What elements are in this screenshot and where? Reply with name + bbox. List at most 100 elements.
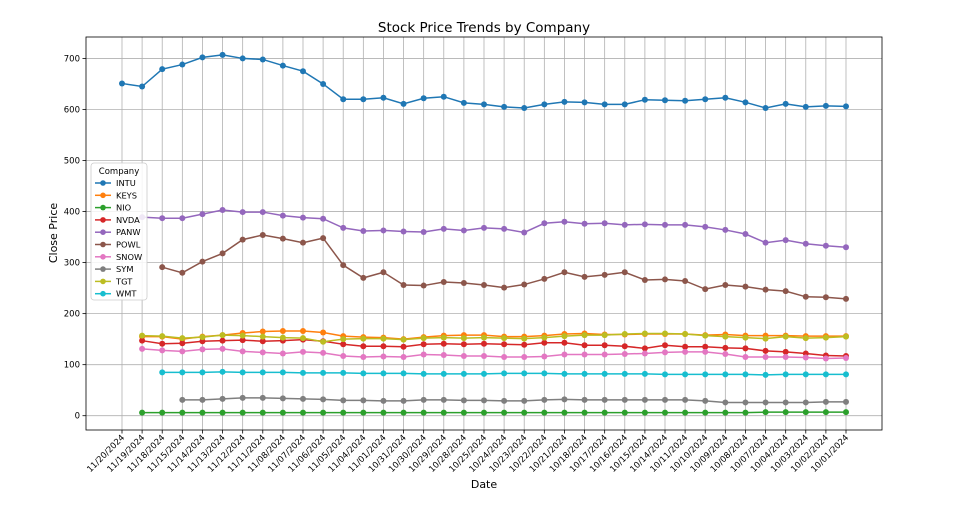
data-point bbox=[742, 345, 749, 352]
data-point bbox=[501, 284, 508, 291]
data-point bbox=[179, 340, 186, 347]
data-point bbox=[360, 335, 367, 342]
data-point bbox=[179, 61, 186, 68]
data-point bbox=[662, 371, 668, 378]
series-line bbox=[142, 411, 846, 414]
data-point bbox=[139, 337, 146, 344]
data-point bbox=[400, 370, 407, 377]
data-point bbox=[259, 232, 266, 239]
data-point bbox=[782, 409, 789, 416]
data-point bbox=[380, 343, 387, 350]
data-point bbox=[682, 331, 689, 338]
legend-marker bbox=[100, 278, 106, 285]
data-point bbox=[702, 286, 709, 293]
data-point bbox=[460, 335, 467, 342]
data-point bbox=[621, 409, 628, 416]
data-point bbox=[541, 275, 548, 282]
data-point bbox=[501, 225, 508, 232]
data-point bbox=[702, 397, 709, 404]
data-point bbox=[702, 348, 709, 355]
data-point bbox=[581, 396, 588, 403]
y-tick-label: 0 bbox=[75, 412, 80, 422]
data-point bbox=[682, 277, 689, 284]
data-point bbox=[802, 409, 809, 416]
data-point bbox=[561, 396, 568, 403]
data-point bbox=[279, 409, 286, 416]
data-point bbox=[360, 274, 367, 281]
data-point bbox=[782, 354, 789, 361]
data-point bbox=[460, 409, 467, 416]
data-point bbox=[340, 224, 347, 231]
series-wmt bbox=[159, 368, 849, 378]
data-point bbox=[501, 354, 508, 361]
data-point bbox=[460, 227, 467, 234]
data-point bbox=[822, 242, 829, 249]
data-point bbox=[641, 350, 648, 357]
data-point bbox=[380, 227, 387, 234]
data-point bbox=[199, 258, 206, 265]
series-sym bbox=[179, 394, 849, 406]
series-tgt bbox=[139, 330, 849, 345]
data-point bbox=[139, 345, 146, 352]
data-point bbox=[581, 99, 588, 106]
data-point bbox=[279, 327, 286, 334]
data-point bbox=[641, 96, 648, 103]
data-point bbox=[561, 370, 568, 377]
data-point bbox=[641, 396, 648, 403]
data-point bbox=[843, 244, 849, 251]
data-point bbox=[380, 94, 387, 101]
data-point bbox=[601, 370, 608, 377]
data-point bbox=[541, 220, 548, 227]
data-point bbox=[581, 409, 588, 416]
data-point bbox=[682, 97, 689, 104]
data-point bbox=[662, 97, 668, 104]
data-point bbox=[300, 68, 306, 75]
data-point bbox=[199, 211, 206, 218]
data-point bbox=[300, 214, 306, 221]
data-point bbox=[843, 333, 849, 340]
data-point bbox=[340, 336, 347, 343]
data-point bbox=[159, 333, 166, 340]
data-point bbox=[300, 395, 306, 402]
data-point bbox=[460, 99, 467, 106]
data-point bbox=[722, 344, 729, 351]
data-point bbox=[682, 343, 689, 350]
data-point bbox=[722, 333, 729, 340]
data-point bbox=[521, 354, 528, 361]
data-point bbox=[380, 335, 387, 342]
data-point bbox=[641, 221, 648, 228]
data-point bbox=[460, 280, 467, 287]
legend-label: PANW bbox=[116, 227, 141, 237]
data-point bbox=[641, 330, 648, 337]
series-line bbox=[142, 348, 847, 360]
y-tick-label: 400 bbox=[64, 208, 80, 218]
y-tick-label: 700 bbox=[64, 54, 80, 64]
data-point bbox=[621, 396, 628, 403]
data-point bbox=[179, 396, 186, 403]
data-point bbox=[702, 223, 709, 230]
data-point bbox=[601, 342, 608, 349]
legend-marker bbox=[100, 253, 106, 260]
data-point bbox=[340, 409, 347, 416]
data-point bbox=[279, 350, 286, 357]
data-point bbox=[802, 335, 809, 342]
data-point bbox=[481, 282, 487, 289]
series-line bbox=[182, 397, 846, 404]
data-point bbox=[219, 250, 226, 257]
data-point bbox=[119, 80, 125, 87]
data-point bbox=[702, 343, 709, 350]
data-point bbox=[762, 399, 769, 406]
data-point bbox=[843, 409, 849, 416]
data-point bbox=[621, 331, 628, 338]
data-point bbox=[802, 240, 809, 247]
data-point bbox=[440, 351, 447, 358]
data-point bbox=[440, 340, 447, 347]
data-point bbox=[279, 395, 286, 402]
data-point bbox=[400, 228, 407, 235]
series-powl bbox=[159, 232, 849, 302]
data-point bbox=[159, 369, 166, 376]
data-point bbox=[300, 239, 306, 246]
data-point bbox=[722, 399, 729, 406]
x-axis-label: Date bbox=[471, 478, 498, 491]
